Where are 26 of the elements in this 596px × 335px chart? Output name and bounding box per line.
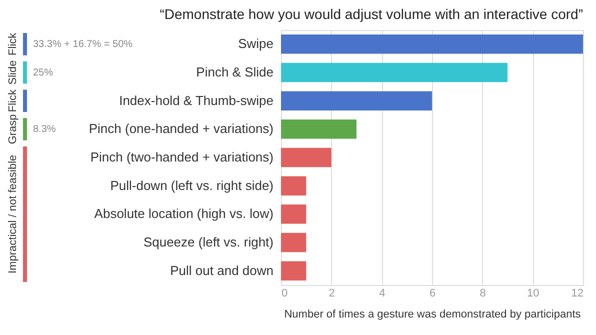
x-tick-label: 10 xyxy=(527,288,540,300)
x-tick-label: 0 xyxy=(282,288,288,300)
y-tick-label: Pinch (two-handed + variations) xyxy=(90,150,274,164)
y-tick-label: Pinch (one-handed + variations) xyxy=(88,121,274,136)
y-tick-label: Pull-down (left vs. right side) xyxy=(110,178,274,193)
y-tick-label: Squeeze (left vs. right) xyxy=(143,234,274,250)
y-tick-label: Index-hold & Thumb-swipe xyxy=(119,92,274,108)
text: Flick xyxy=(7,89,19,112)
x-tick-label: 2 xyxy=(328,288,335,300)
chart-title: “Demonstrate how you would adjust volume with an interactive cord” xyxy=(160,6,584,22)
x-tick-label: 6 xyxy=(429,288,436,300)
text: 33.3% + 16.7% = 50% xyxy=(33,39,133,50)
y-tick-label: Absolute location (high vs. low) xyxy=(94,206,274,222)
text: Grasp xyxy=(7,114,19,144)
text: Slide xyxy=(7,60,19,85)
x-tick-label: 8 xyxy=(480,288,486,300)
y-tick-label: Pull out and down xyxy=(170,262,274,278)
text: 8.3% xyxy=(33,124,56,136)
x-axis-title: Number of times a gesture was demonstrated by participants xyxy=(284,308,582,320)
y-tick-label: Swipe xyxy=(238,36,274,52)
y-tick-label: Pinch & Slide xyxy=(196,64,274,80)
text: Impractical / not feasible xyxy=(7,154,19,274)
text: Flick xyxy=(7,32,19,56)
text: 25% xyxy=(33,68,54,78)
x-tick-label: 4 xyxy=(379,288,386,300)
x-tick-label: 12 xyxy=(571,288,584,300)
